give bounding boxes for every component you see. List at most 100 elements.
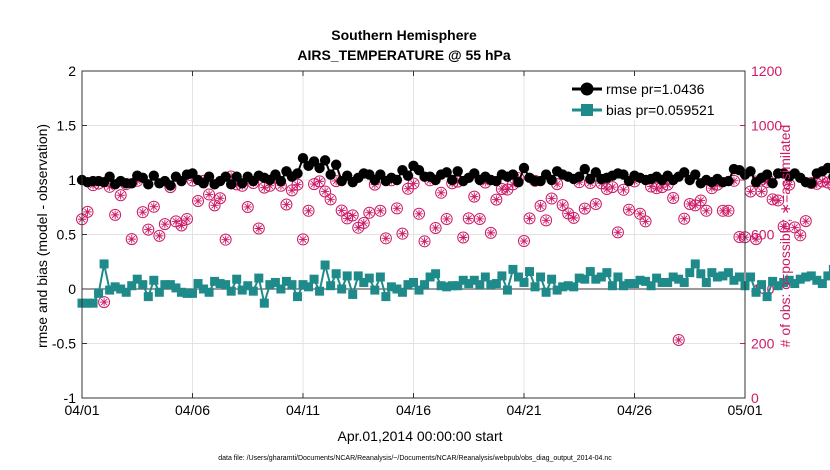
chart-title: Southern Hemisphere	[331, 27, 477, 43]
point-bias	[762, 292, 772, 302]
point-obs_possible	[545, 192, 558, 205]
point-bias	[491, 279, 501, 289]
point-bias	[409, 277, 418, 287]
point-rmse	[579, 163, 590, 175]
point-bias	[226, 286, 236, 296]
point-bias	[193, 279, 203, 289]
point-obs_possible	[180, 212, 193, 225]
point-bias	[154, 287, 164, 297]
point-bias	[392, 284, 402, 294]
point-bias	[160, 280, 170, 290]
point-obs_possible	[252, 222, 265, 235]
point-obs_possible	[755, 185, 768, 198]
point-bias	[265, 280, 275, 290]
point-obs_possible	[473, 212, 486, 225]
x-tick-label: 04/06	[175, 402, 210, 418]
x-tick-label: 04/01	[64, 402, 99, 418]
point-obs_possible	[523, 212, 536, 225]
x-axis-label: Apr.01,2014 00:00:00 start	[337, 428, 502, 444]
point-bias	[596, 272, 606, 282]
point-bias	[254, 273, 264, 283]
point-bias	[602, 268, 612, 278]
point-rmse	[225, 179, 237, 190]
point-bias	[116, 284, 126, 294]
point-bias	[558, 282, 568, 292]
point-bias	[165, 280, 175, 290]
point-obs_possible	[109, 208, 122, 221]
point-rmse	[745, 166, 756, 177]
point-bias	[326, 281, 336, 291]
point-bias	[801, 272, 811, 282]
y-left-tick-label: 2	[68, 63, 76, 79]
point-obs_possible	[435, 186, 448, 199]
point-bias	[232, 274, 242, 284]
point-bias	[547, 274, 557, 284]
point-bias	[248, 286, 258, 296]
point-obs_possible	[407, 177, 420, 190]
point-rmse	[441, 167, 452, 178]
point-obs_possible	[606, 181, 619, 194]
point-rmse	[325, 169, 336, 180]
point-obs_possible	[81, 205, 94, 218]
point-bias	[723, 268, 733, 278]
point-obs_possible	[396, 227, 409, 240]
point-rmse	[507, 169, 519, 180]
point-rmse	[275, 175, 287, 187]
point-bias	[298, 280, 308, 290]
point-bias	[519, 277, 529, 287]
y-left-tick-label: -1	[64, 390, 77, 406]
point-bias	[718, 271, 728, 281]
point-bias	[701, 277, 711, 287]
point-bias	[663, 277, 673, 287]
point-bias	[171, 283, 181, 293]
point-obs_possible	[302, 204, 315, 217]
point-rmse	[518, 162, 530, 174]
point-obs_possible	[335, 204, 348, 217]
point-obs_possible	[672, 333, 685, 346]
point-bias	[630, 279, 639, 289]
point-obs_possible	[589, 197, 602, 210]
point-obs_possible	[534, 199, 547, 212]
point-bias	[270, 277, 280, 287]
point-rmse	[761, 169, 773, 180]
point-bias	[607, 281, 617, 291]
legend-background	[568, 76, 736, 120]
point-bias	[591, 274, 601, 284]
y-right-tick-label: 1200	[751, 63, 782, 79]
point-obs_possible	[634, 207, 647, 220]
point-bias	[469, 275, 479, 285]
y-right-tick-label: 1000	[751, 118, 782, 134]
point-rmse	[203, 171, 215, 182]
point-bias	[828, 264, 830, 274]
point-bias	[94, 288, 104, 298]
point-obs_possible	[125, 233, 138, 246]
point-obs_possible	[313, 175, 326, 188]
point-bias	[497, 271, 507, 281]
point-obs_possible	[799, 215, 812, 228]
point-bias	[652, 273, 662, 283]
x-tick-label: 04/16	[396, 402, 431, 418]
point-bias	[320, 260, 330, 270]
point-bias	[221, 280, 231, 290]
point-rmse	[690, 169, 701, 180]
y-left-tick-label: 1	[68, 172, 76, 188]
series-layer	[76, 153, 830, 346]
point-bias	[751, 287, 761, 297]
plot-frame	[81, 70, 746, 399]
y-right-tick-label: 200	[751, 336, 775, 352]
point-bias	[386, 282, 396, 292]
point-bias	[585, 267, 595, 277]
point-bias	[646, 281, 656, 291]
point-obs_possible	[297, 233, 309, 246]
point-rmse	[220, 171, 231, 182]
point-bias	[132, 274, 142, 284]
point-obs_possible	[175, 219, 188, 232]
point-bias	[110, 282, 120, 292]
point-obs_possible	[147, 200, 160, 213]
point-bias	[685, 268, 695, 278]
point-bias	[569, 282, 579, 292]
point-obs_possible	[617, 183, 630, 196]
point-bias	[784, 275, 794, 285]
point-rmse	[446, 174, 458, 186]
